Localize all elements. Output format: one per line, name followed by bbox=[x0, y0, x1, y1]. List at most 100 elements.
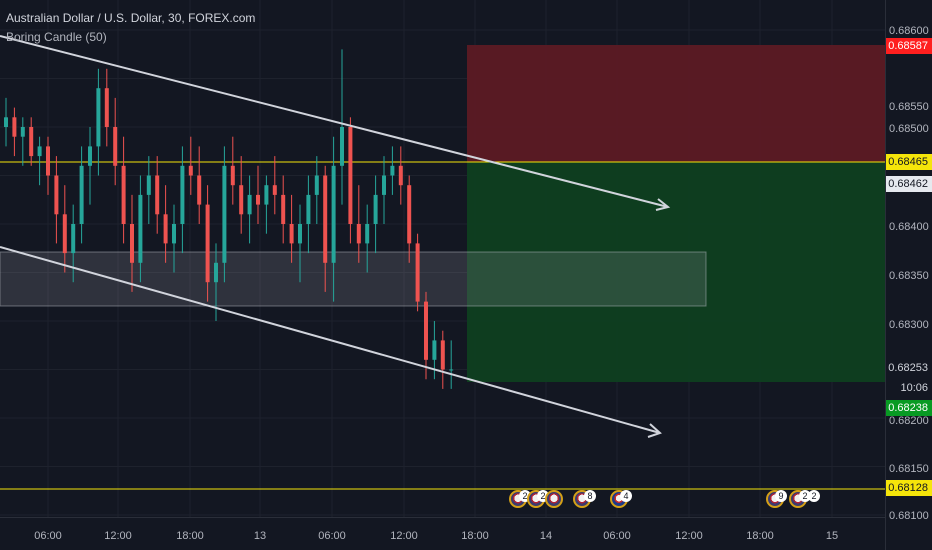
candle-body[interactable] bbox=[382, 175, 386, 195]
time-label: 12:00 bbox=[104, 530, 132, 542]
candle-body[interactable] bbox=[214, 262, 218, 283]
candle-body[interactable] bbox=[264, 185, 269, 205]
event-count-badge: 9 bbox=[775, 490, 787, 502]
event-count-badge: 8 bbox=[584, 490, 596, 502]
resistance-price-badge: 0.68465 bbox=[886, 154, 932, 170]
time-label: 18:00 bbox=[176, 530, 204, 542]
price-label: 0.68200 bbox=[889, 415, 929, 427]
lower-trend-arrowhead bbox=[647, 423, 662, 438]
candle-body[interactable] bbox=[29, 127, 34, 157]
candle-body[interactable] bbox=[306, 194, 311, 224]
time-label: 12:00 bbox=[390, 530, 418, 542]
price-label: 0.68300 bbox=[889, 319, 929, 331]
candle-body[interactable] bbox=[281, 194, 286, 224]
price-axis-divider bbox=[885, 0, 886, 550]
candle-body[interactable] bbox=[340, 127, 344, 166]
candle-body[interactable] bbox=[163, 214, 168, 244]
event-count-badge: 4 bbox=[620, 490, 632, 502]
candle-body[interactable] bbox=[20, 127, 25, 137]
candle-body[interactable] bbox=[348, 127, 353, 224]
time-label: 15 bbox=[825, 530, 839, 542]
entry-price-badge: 0.68462 bbox=[886, 176, 932, 192]
candle-body[interactable] bbox=[113, 127, 118, 166]
candle-body[interactable] bbox=[12, 117, 17, 137]
candle-body[interactable] bbox=[37, 146, 42, 157]
indicator-label[interactable]: Boring Candle (50) bbox=[6, 30, 107, 44]
candle-body[interactable] bbox=[331, 165, 336, 263]
candle-body[interactable] bbox=[373, 194, 378, 224]
candle-body[interactable] bbox=[71, 224, 76, 254]
time-label: 14 bbox=[539, 530, 553, 542]
candle-body[interactable] bbox=[46, 146, 50, 176]
time-label: 12:00 bbox=[675, 530, 703, 542]
candle-body[interactable] bbox=[188, 165, 193, 176]
candle-body[interactable] bbox=[398, 165, 403, 186]
candle-body[interactable] bbox=[62, 214, 67, 254]
candles-group bbox=[4, 49, 454, 389]
candle-body[interactable] bbox=[138, 194, 143, 263]
candle-body[interactable] bbox=[365, 224, 370, 244]
candle-body[interactable] bbox=[239, 185, 244, 215]
candle-body[interactable] bbox=[4, 117, 8, 127]
candle-body[interactable] bbox=[172, 224, 176, 244]
candle-body[interactable] bbox=[449, 369, 454, 371]
candle-body[interactable] bbox=[440, 340, 445, 370]
candle-body[interactable] bbox=[54, 175, 59, 215]
support-price-badge: 0.68128 bbox=[886, 480, 932, 496]
take-profit-price-badge: 0.68238 bbox=[886, 400, 932, 416]
upper-trend-arrowhead bbox=[655, 198, 671, 211]
time-axis-divider bbox=[0, 517, 885, 518]
lower-trendline[interactable] bbox=[0, 246, 661, 434]
last-price-badge: 0.68253 bbox=[888, 362, 928, 374]
candle-body[interactable] bbox=[79, 165, 84, 224]
us-flag-event-icon[interactable] bbox=[545, 490, 563, 508]
upper-trendline[interactable] bbox=[0, 35, 669, 208]
candle-body[interactable] bbox=[356, 224, 361, 244]
candle-body[interactable] bbox=[146, 175, 151, 195]
candle-body[interactable] bbox=[88, 146, 92, 166]
price-label: 0.68400 bbox=[889, 221, 929, 233]
time-label: 18:00 bbox=[746, 530, 774, 542]
candle-body[interactable] bbox=[272, 185, 277, 195]
candle-body[interactable] bbox=[323, 175, 328, 263]
candle-body[interactable] bbox=[230, 165, 235, 186]
candle-body[interactable] bbox=[205, 204, 210, 283]
candle-body[interactable] bbox=[197, 175, 202, 205]
price-label: 0.68150 bbox=[889, 463, 929, 475]
candle-body[interactable] bbox=[289, 224, 294, 244]
time-label: 06:00 bbox=[34, 530, 62, 542]
candle-body[interactable] bbox=[130, 224, 134, 263]
candle-body[interactable] bbox=[298, 224, 302, 244]
candle-body[interactable] bbox=[222, 165, 227, 263]
price-label: 0.68500 bbox=[889, 123, 929, 135]
candle-body[interactable] bbox=[424, 301, 428, 360]
time-label: 06:00 bbox=[318, 530, 346, 542]
price-label: 0.68350 bbox=[889, 270, 929, 282]
bar-countdown: 10:06 bbox=[900, 382, 928, 394]
time-label: 06:00 bbox=[603, 530, 631, 542]
candle-body[interactable] bbox=[180, 165, 185, 224]
symbol-title[interactable]: Australian Dollar / U.S. Dollar, 30, FOR… bbox=[6, 11, 256, 25]
candle-body[interactable] bbox=[415, 243, 420, 302]
time-label: 13 bbox=[253, 530, 267, 542]
candle-body[interactable] bbox=[96, 88, 101, 147]
candle-body[interactable] bbox=[155, 175, 160, 215]
price-label: 0.68550 bbox=[889, 101, 929, 113]
price-label: 0.68100 bbox=[889, 510, 929, 522]
candle-body[interactable] bbox=[121, 165, 126, 224]
demand-zone-box[interactable] bbox=[0, 251, 707, 307]
candle-body[interactable] bbox=[256, 194, 260, 205]
candle-body[interactable] bbox=[390, 165, 395, 176]
event-count-badge: 2 bbox=[808, 490, 820, 502]
stop-loss-price-badge: 0.68587 bbox=[886, 38, 932, 54]
candle-body[interactable] bbox=[407, 185, 412, 244]
stop-loss-zone[interactable] bbox=[467, 45, 885, 162]
price-label: 0.68600 bbox=[889, 25, 929, 37]
candle-body[interactable] bbox=[432, 340, 437, 360]
take-profit-zone[interactable] bbox=[467, 162, 885, 382]
time-label: 18:00 bbox=[461, 530, 489, 542]
candle-body[interactable] bbox=[104, 88, 109, 127]
candle-body[interactable] bbox=[314, 175, 319, 195]
candle-body[interactable] bbox=[247, 194, 252, 215]
